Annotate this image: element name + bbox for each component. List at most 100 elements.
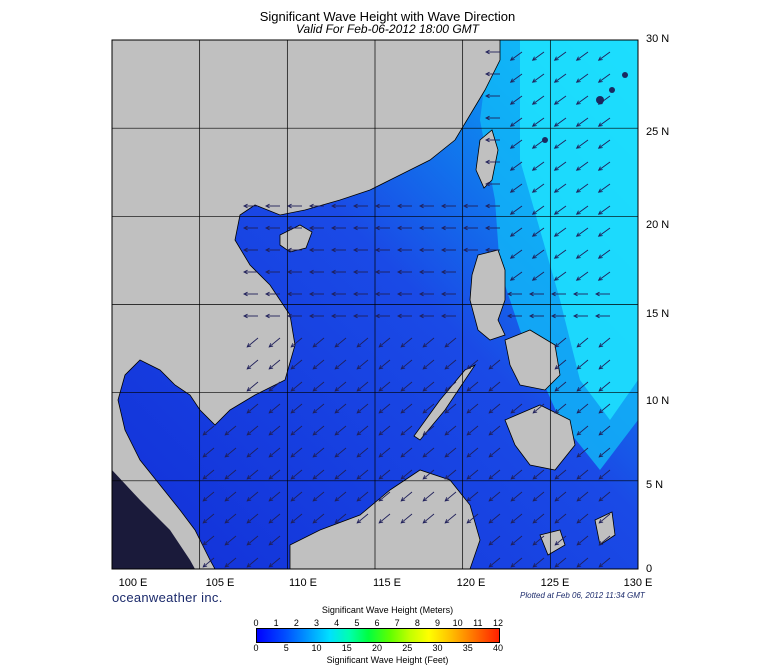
wave-arrow — [575, 51, 589, 61]
wave-arrow — [575, 139, 589, 149]
wave-arrow — [576, 381, 589, 392]
wave-arrow — [576, 337, 589, 348]
wave-arrow — [554, 513, 567, 524]
wave-arrow — [575, 227, 589, 237]
wave-arrow — [419, 247, 434, 253]
wave-arrow — [202, 447, 215, 458]
legend-title-meters: Significant Wave Height (Meters) — [321, 605, 454, 615]
wave-arrow — [576, 359, 589, 370]
wave-arrow — [246, 513, 259, 524]
legend-meter-tick: 3 — [313, 618, 319, 628]
wave-arrow — [268, 447, 281, 458]
wave-arrow — [334, 491, 347, 502]
wave-arrow — [268, 513, 281, 524]
wave-arrow — [509, 161, 523, 171]
oceanweather-logo: oceanweather inc. — [112, 590, 223, 605]
wave-arrow — [309, 225, 324, 231]
wave-arrow — [507, 313, 522, 319]
wave-arrow — [441, 203, 456, 209]
wave-arrow — [485, 49, 500, 55]
wave-arrow — [400, 403, 413, 414]
wave-arrow — [553, 117, 567, 127]
wave-arrow — [488, 403, 501, 414]
wave-arrow — [334, 337, 347, 348]
wave-arrow — [532, 403, 545, 414]
wave-arrow — [553, 183, 567, 193]
wave-arrow — [202, 425, 215, 436]
wave-arrow — [488, 535, 501, 546]
wave-arrow — [553, 139, 567, 149]
wave-arrow — [243, 247, 258, 253]
legend-feet-tick: 30 — [432, 643, 443, 653]
wave-arrow — [509, 73, 523, 83]
wave-arrow — [287, 269, 302, 275]
wave-arrow — [422, 403, 435, 414]
wave-arrow — [265, 203, 280, 209]
wave-arrow — [419, 269, 434, 275]
wave-arrow — [397, 269, 412, 275]
wave-arrow — [268, 425, 281, 436]
wave-arrow — [531, 161, 545, 171]
wave-arrow — [509, 51, 523, 61]
wave-arrow — [553, 95, 567, 105]
wave-arrow — [576, 513, 589, 524]
wave-arrow — [309, 313, 324, 319]
wave-arrow — [224, 557, 237, 568]
wave-arrow — [334, 513, 347, 524]
legend-feet-tick: 0 — [253, 643, 259, 653]
wave-arrow — [466, 381, 479, 392]
wave-arrow — [287, 225, 302, 231]
wave-arrow — [554, 557, 567, 568]
wave-arrow — [597, 227, 611, 237]
wave-arrow — [224, 513, 237, 524]
wave-arrow — [598, 557, 611, 568]
lat-label-15n: 15 N — [646, 308, 670, 320]
wave-arrow — [375, 291, 390, 297]
wave-arrow — [575, 183, 589, 193]
wave-arrow — [312, 491, 325, 502]
wave-arrow — [597, 139, 611, 149]
wave-arrow — [485, 93, 500, 99]
wave-arrow — [532, 557, 545, 568]
wave-arrow — [573, 313, 588, 319]
wave-arrow — [553, 271, 567, 281]
wave-arrow — [597, 73, 611, 83]
wave-arrow — [554, 381, 567, 392]
wave-arrow — [554, 337, 567, 348]
wave-arrow — [422, 337, 435, 348]
wave-arrow — [356, 359, 369, 370]
wave-arrow — [331, 225, 346, 231]
wave-arrow — [375, 313, 390, 319]
wave-arrow — [531, 95, 545, 105]
lon-label-115e: 115 E — [373, 577, 401, 589]
wave-arrow — [444, 447, 457, 458]
wave-arrow — [576, 403, 589, 414]
wave-arrow — [510, 491, 523, 502]
wave-arrow — [246, 535, 259, 546]
legend-meter-tick: 12 — [492, 618, 503, 628]
wave-arrow — [510, 535, 523, 546]
wave-arrow — [422, 447, 435, 458]
legend-feet-tick: 20 — [371, 643, 382, 653]
wave-arrow — [375, 203, 390, 209]
wave-arrow — [378, 403, 391, 414]
wave-arrow — [397, 247, 412, 253]
land-hainan — [279, 224, 313, 253]
wave-arrow — [553, 249, 567, 259]
wave-arrow — [202, 557, 215, 568]
wave-arrow — [597, 249, 611, 259]
wave-arrow — [246, 337, 259, 348]
wave-arrow — [485, 115, 500, 121]
legend-meter-tick: 2 — [293, 618, 299, 628]
lat-label-0: 0 — [646, 563, 653, 575]
wave-arrow — [509, 139, 523, 149]
wave-arrow — [597, 183, 611, 193]
map-subtitle: Valid For Feb-06-2012 18:00 GMT — [296, 22, 479, 36]
wave-arrow — [485, 247, 500, 253]
wave-arrow — [268, 469, 281, 480]
wave-arrow — [419, 291, 434, 297]
wave-arrow — [488, 447, 501, 458]
wave-arrow — [246, 557, 259, 568]
wave-arrow — [268, 381, 281, 392]
legend-meter-tick: 4 — [334, 618, 340, 628]
